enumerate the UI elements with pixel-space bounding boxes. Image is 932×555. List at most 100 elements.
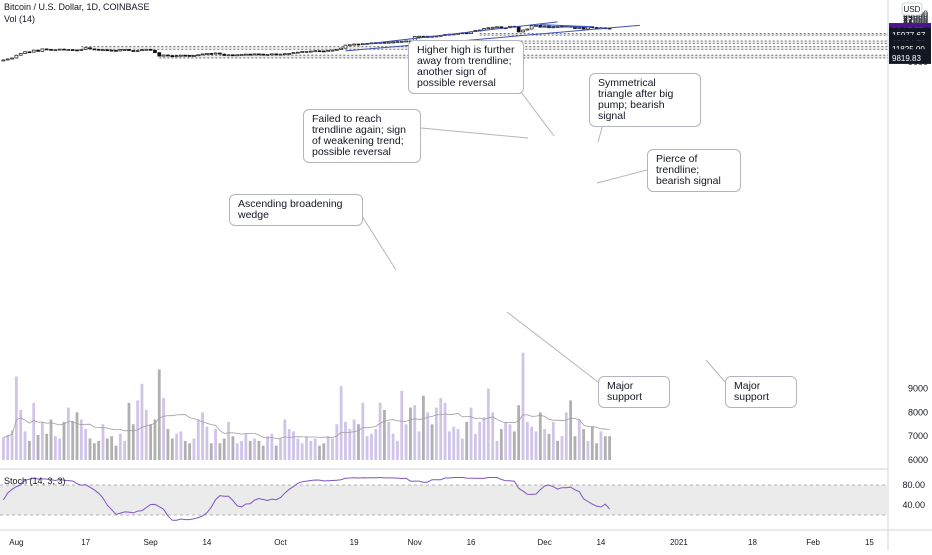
price-label-box <box>889 51 931 64</box>
candle-body <box>161 54 166 57</box>
volume-bar <box>209 443 213 460</box>
volume-bar <box>32 402 36 460</box>
volume-bar <box>478 421 482 460</box>
candle-body <box>261 53 266 56</box>
candle-body <box>226 54 231 57</box>
volume-bar <box>426 412 430 460</box>
candle-body <box>391 41 395 44</box>
volume-bar <box>127 402 131 460</box>
annotation-pointer <box>596 169 648 184</box>
wedge-trendline <box>345 24 640 52</box>
volume-bar <box>175 433 178 460</box>
volume-bar <box>361 402 365 460</box>
candle-body <box>399 40 404 43</box>
candle-body <box>304 50 309 53</box>
volume-bar <box>58 438 62 460</box>
candle-body <box>534 24 538 27</box>
volume-bar <box>105 438 109 460</box>
volume-bar <box>504 421 508 460</box>
candle-body <box>295 51 300 54</box>
candle-body <box>235 54 240 57</box>
candle-body <box>231 54 235 57</box>
candle-body <box>529 25 534 30</box>
volume-bar <box>608 436 611 460</box>
candle-body <box>70 49 75 51</box>
volume-bar <box>521 352 525 460</box>
candle-body <box>291 52 296 54</box>
candle-body <box>101 49 105 52</box>
annotation-support1[interactable]: Major support <box>598 376 670 408</box>
candle-body <box>27 51 32 54</box>
volume-bar <box>227 421 230 460</box>
candle-body <box>200 53 205 56</box>
volume-bar <box>352 419 356 460</box>
volume-bar <box>517 405 521 460</box>
candle-body <box>330 49 335 52</box>
volume-bar <box>49 419 53 460</box>
annotation-pointer <box>420 127 529 139</box>
candle-body <box>105 49 110 52</box>
volume-bar <box>45 433 49 460</box>
volume-bar <box>244 433 248 460</box>
symbol-header[interactable]: Bitcoin / U.S. Dollar, 1D, COINBASE <box>4 2 150 12</box>
candle-body <box>417 35 421 38</box>
candle-body <box>521 29 525 33</box>
time-axis-tick: Aug <box>9 538 23 547</box>
volume-bar <box>551 421 555 460</box>
volume-bar <box>157 369 161 460</box>
volume-bar <box>162 398 166 460</box>
candle-body <box>92 48 97 51</box>
volume-bar <box>14 376 18 460</box>
price-axis-tick: 23000 <box>903 13 928 23</box>
volume-header[interactable]: Vol (14) <box>4 14 36 24</box>
volume-bar <box>287 429 291 460</box>
volume-bar <box>603 436 607 460</box>
volume-bar <box>482 417 486 460</box>
price-label-text: 9819.83 <box>892 54 921 63</box>
volume-bar <box>196 419 200 460</box>
candle-body <box>114 49 118 52</box>
candle-body <box>222 53 227 56</box>
annotation-pierce[interactable]: Pierce of trendline; bearish signal <box>647 149 741 192</box>
candle-body <box>118 49 123 52</box>
volume-bar <box>183 440 187 460</box>
volume-bar <box>166 429 170 460</box>
annotation-higher[interactable]: Higher high is further away from trendli… <box>408 40 524 94</box>
annotation-pointer <box>361 215 397 271</box>
candle-body <box>1 59 6 62</box>
candle-body <box>326 49 330 52</box>
annotation-support2[interactable]: Major support <box>725 376 797 408</box>
candle-body <box>525 28 530 31</box>
volume-bar <box>404 424 408 460</box>
volume-bar <box>222 438 226 460</box>
volume-bar <box>512 431 516 460</box>
volume-bar <box>153 419 157 460</box>
volume-bar <box>110 436 114 460</box>
candle-body <box>581 27 586 30</box>
annotation-wedge[interactable]: Ascending broadening wedge <box>229 194 363 226</box>
volume-ma-line <box>3 412 610 440</box>
currency-badge <box>901 2 923 16</box>
volume-bar <box>188 443 191 460</box>
volume-bar <box>400 390 404 460</box>
annotation-fail[interactable]: Failed to reach trendline again; sign of… <box>303 109 421 163</box>
candle-body <box>395 41 400 43</box>
currency-badge-label: USD <box>904 5 921 14</box>
candle-body <box>135 50 140 52</box>
candle-body <box>66 49 71 51</box>
stochastic-header[interactable]: Stoch (14, 3, 3) <box>4 476 66 486</box>
volume-bar <box>538 412 542 460</box>
volume-axis-tick: 7000 <box>908 431 928 441</box>
candle-body <box>109 49 114 52</box>
candle-body <box>386 41 391 44</box>
volume-bar <box>97 440 101 460</box>
volume-bar <box>270 433 274 460</box>
volume-bar <box>266 436 269 460</box>
volume-bar <box>430 424 434 460</box>
volume-bar <box>235 443 239 460</box>
volume-bar <box>19 409 23 460</box>
annotation-triangle[interactable]: Symmetrical triangle after big pump; bea… <box>589 73 701 127</box>
stochastic-axis-tick: 80.00 <box>902 480 925 490</box>
time-axis-tick: 14 <box>202 538 211 547</box>
candle-body <box>23 51 27 54</box>
